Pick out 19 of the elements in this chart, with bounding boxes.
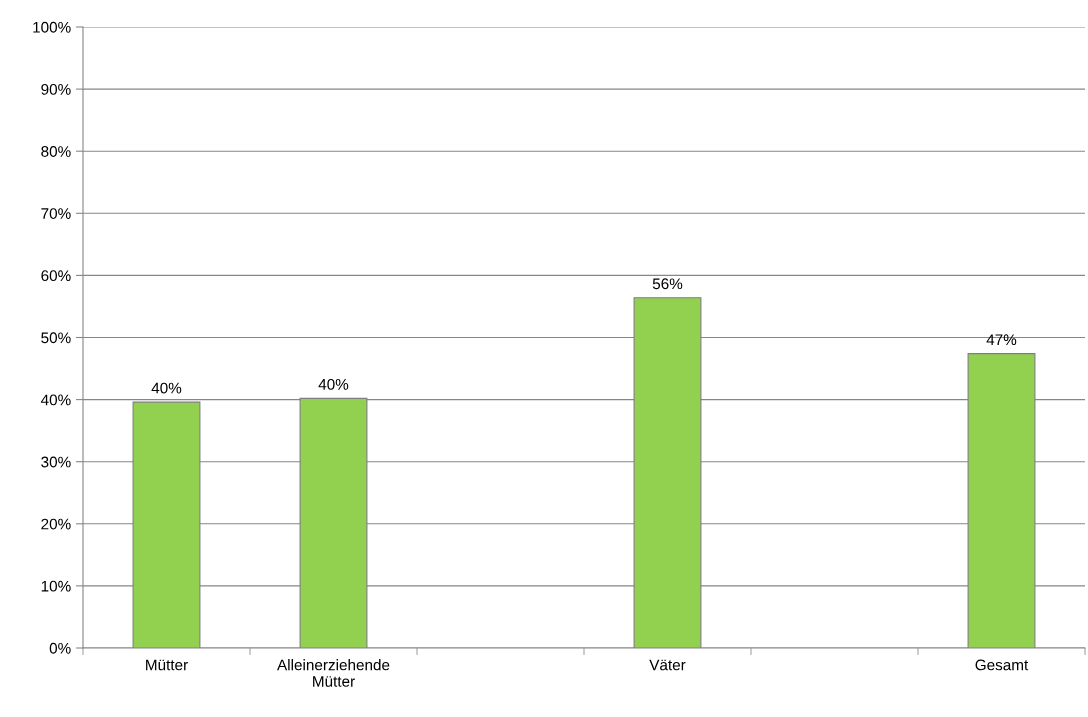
y-tick-label: 10% bbox=[41, 580, 71, 592]
data-label: 56% bbox=[652, 278, 683, 290]
data-label: 40% bbox=[318, 378, 349, 390]
data-label: 40% bbox=[151, 382, 182, 394]
y-tick-label: 30% bbox=[41, 456, 71, 468]
y-tick-label: 60% bbox=[41, 270, 71, 282]
data-label: 47% bbox=[986, 334, 1017, 346]
x-tick-label: Mütter bbox=[146, 659, 188, 671]
y-tick-label: 0% bbox=[49, 642, 71, 654]
y-tick-label: 80% bbox=[41, 146, 71, 157]
y-tick-label: 20% bbox=[41, 518, 71, 530]
x-tick-label: Väter bbox=[649, 659, 686, 671]
y-tick-label: 40% bbox=[40, 394, 71, 406]
x-tick-label: Alleinerziehende Mütter bbox=[277, 659, 390, 687]
x-tick-label: Gesamt bbox=[975, 659, 1029, 671]
y-tick-label: 100% bbox=[33, 21, 71, 33]
y-tick-label: 70% bbox=[41, 208, 71, 219]
y-tick-label: 50% bbox=[41, 332, 71, 344]
y-tick-label: 90% bbox=[41, 83, 71, 95]
